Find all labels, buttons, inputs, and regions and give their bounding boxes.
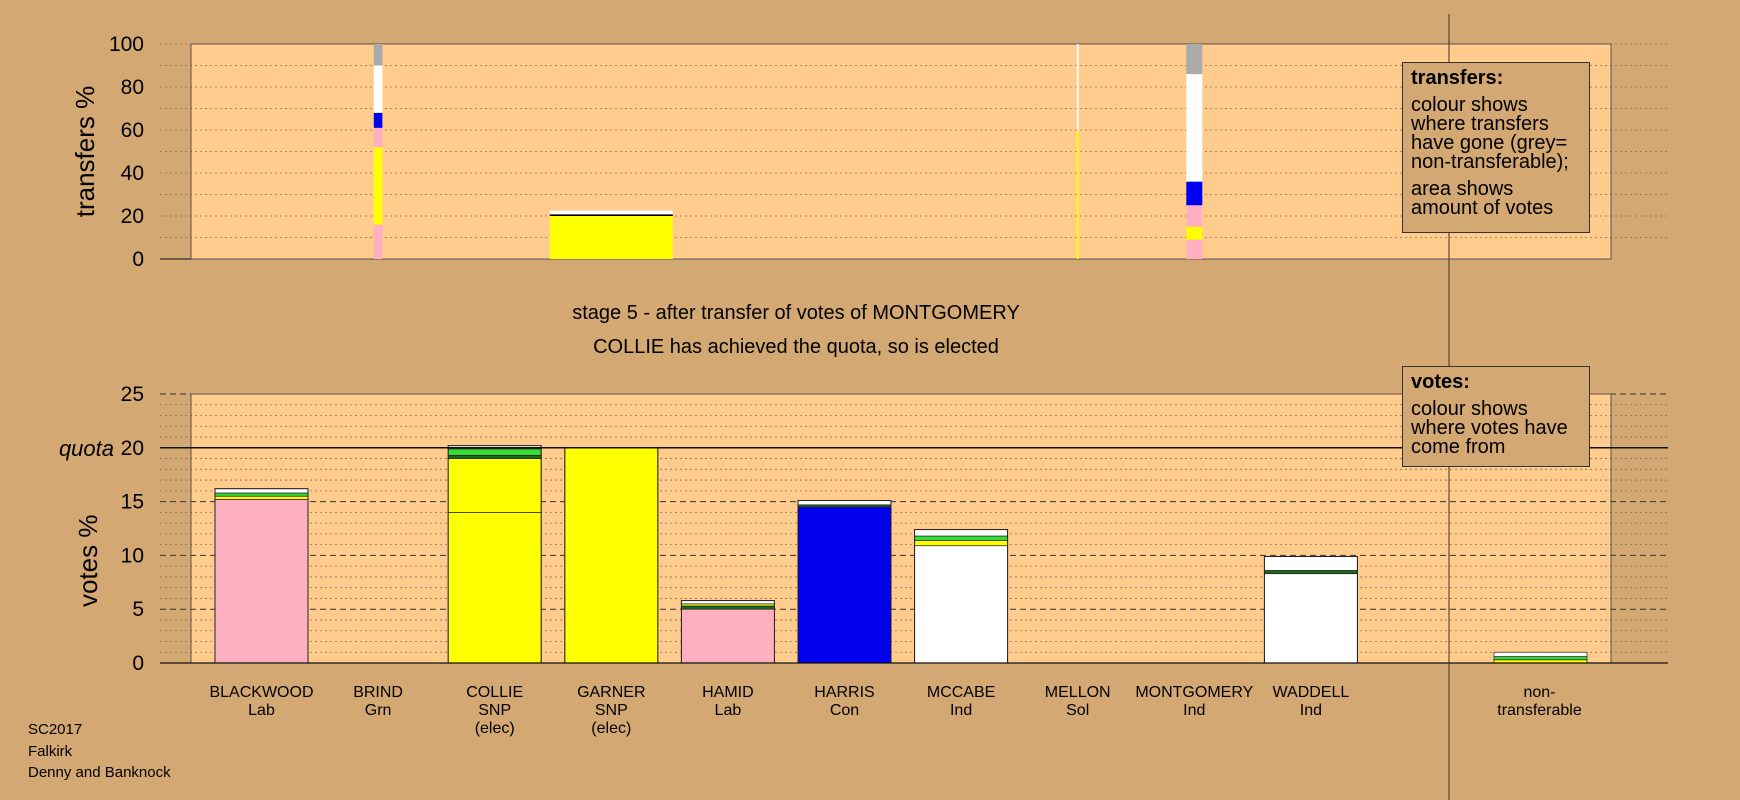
- candidate-status-label: (elec): [475, 720, 515, 737]
- votes-y-tick-label: 20: [121, 437, 144, 460]
- candidate-name-label: MONTGOMERY: [1135, 684, 1253, 701]
- vote-bar-segment-harris: [797, 500, 892, 506]
- vote-bar-segment-blackwood: [214, 488, 309, 494]
- footer-council: Falkirk: [28, 742, 73, 760]
- candidate-status-label: (elec): [591, 720, 631, 737]
- footer: SC2017 Falkirk Denny and Banknock: [28, 719, 171, 784]
- vote-bar-segment-collie: [447, 448, 542, 456]
- vote-bar-segment-mccabe: [914, 535, 1008, 541]
- vote-bar-segment-collie: [447, 512, 542, 664]
- legend-transfers-text2: area shows amount of votes: [1411, 178, 1554, 219]
- quota-label: quota: [59, 436, 114, 461]
- stage-title: stage 5 - after transfer of votes of MON…: [572, 302, 1020, 324]
- legend-transfers-text1: colour shows where transfers have gone (…: [1411, 94, 1569, 173]
- footer-election: SC2017: [28, 721, 83, 738]
- votes-y-tick-label: 5: [132, 598, 144, 621]
- transfers-plot-frame: [190, 43, 1612, 260]
- transfer-segment-brind: [373, 65, 383, 113]
- votes-y-tick-label: 0: [132, 652, 144, 675]
- vote-bar-segment-waddell: [1264, 556, 1358, 571]
- transfers-y-tick-label: 60: [121, 119, 144, 142]
- transfer-segment-brind: [373, 112, 383, 128]
- votes-y-tick-label: 15: [121, 491, 144, 514]
- candidate-name-label: HARRIS: [814, 684, 874, 701]
- transfer-segment-montgomery: [1186, 205, 1203, 227]
- transfer-segment-montgomery: [1186, 239, 1203, 259]
- legend-transfers-title: transfers:: [1411, 67, 1504, 89]
- votes-plot-area: [191, 394, 1611, 663]
- vote-bar-segment-blackwood: [214, 492, 309, 497]
- vote-bar-segment-mccabe: [914, 539, 1008, 547]
- candidate-party-label: SNP: [478, 702, 511, 719]
- candidate-party-label: Grn: [365, 702, 392, 719]
- candidate-party-label: SNP: [595, 702, 628, 719]
- transfers-y-tick-label: 100: [109, 33, 144, 56]
- candidate-name-label: BLACKWOOD: [209, 684, 313, 701]
- legend-transfers: transfers: colour shows where transfers …: [1402, 62, 1590, 233]
- transfer-segment-montgomery: [1186, 44, 1203, 75]
- candidate-party-label: Con: [830, 702, 859, 719]
- nontransferable-bar-segment: [1493, 656, 1588, 661]
- transfer-segment-garner: [549, 210, 673, 215]
- transfer-segment-brind: [373, 224, 383, 259]
- transfer-segment-montgomery: [1186, 226, 1203, 240]
- legend-votes: votes: colour shows where votes have com…: [1402, 366, 1590, 467]
- candidate-party-label: Ind: [950, 702, 972, 719]
- nontransferable-bar-segment: [1493, 651, 1588, 657]
- transfers-y-tick-label: 40: [121, 162, 144, 185]
- nontransferable-label: transferable: [1497, 702, 1582, 719]
- transfers-y-tick-label: 80: [121, 76, 144, 99]
- vote-bar-segment-waddell: [1264, 573, 1358, 664]
- votes-y-tick-label: 25: [121, 383, 144, 406]
- vote-bar-segment-hamid: [681, 608, 775, 664]
- candidate-party-label: Ind: [1183, 702, 1205, 719]
- vote-bar-segment-mccabe: [914, 545, 1008, 664]
- transfer-segment-montgomery: [1186, 181, 1203, 206]
- footer-ward: Denny and Banknock: [28, 764, 171, 781]
- vote-bar-segment-collie: [447, 458, 542, 513]
- candidate-name-label: GARNER: [577, 684, 645, 701]
- vote-bar-segment-mccabe: [914, 529, 1008, 537]
- candidate-party-label: Sol: [1066, 702, 1089, 719]
- vote-bar-segment-blackwood: [214, 495, 309, 500]
- candidate-party-label: Lab: [715, 702, 742, 719]
- vote-bar-segment-blackwood: [214, 499, 309, 664]
- votes-y-tick-label: 10: [121, 544, 144, 567]
- candidate-name-label: MCCABE: [927, 684, 995, 701]
- stage-subtitle: COLLIE has achieved the quota, so is ele…: [593, 336, 999, 358]
- legend-votes-title: votes:: [1411, 371, 1470, 393]
- transfer-segment-brind: [373, 147, 383, 225]
- transfer-segment-garner: [549, 216, 673, 259]
- transfers-y-axis-label: transfers %: [70, 86, 100, 218]
- transfer-segment-montgomery: [1186, 74, 1203, 182]
- candidate-name-label: MELLON: [1045, 684, 1111, 701]
- vote-bar-segment-hamid: [681, 605, 775, 610]
- vote-bar-segment-collie: [447, 454, 542, 459]
- votes-y-axis-label: votes %: [73, 515, 103, 608]
- candidate-party-label: Ind: [1300, 702, 1322, 719]
- candidate-name-label: WADDELL: [1273, 684, 1350, 701]
- vote-bar-segment-waddell: [1264, 570, 1358, 575]
- legend-votes-text1: colour shows where votes have come from: [1411, 398, 1568, 458]
- transfers-y-tick-label: 0: [132, 248, 144, 271]
- vote-bar-segment-harris: [797, 506, 892, 664]
- candidate-name-label: HAMID: [702, 684, 754, 701]
- transfer-segment-brind: [373, 127, 383, 148]
- candidate-name-label: COLLIE: [466, 684, 523, 701]
- candidate-name-label: BRIND: [353, 684, 403, 701]
- transfer-segment-brind: [373, 44, 383, 66]
- transfer-segment-mellon: [1076, 130, 1079, 259]
- transfers-y-tick-label: 20: [121, 205, 144, 228]
- vote-bar-segment-garner: [564, 447, 659, 664]
- candidate-party-label: Lab: [248, 702, 275, 719]
- transfer-segment-mellon: [1076, 44, 1079, 130]
- nontransferable-label: non-: [1523, 684, 1555, 701]
- transfer-segment-garner: [549, 214, 673, 216]
